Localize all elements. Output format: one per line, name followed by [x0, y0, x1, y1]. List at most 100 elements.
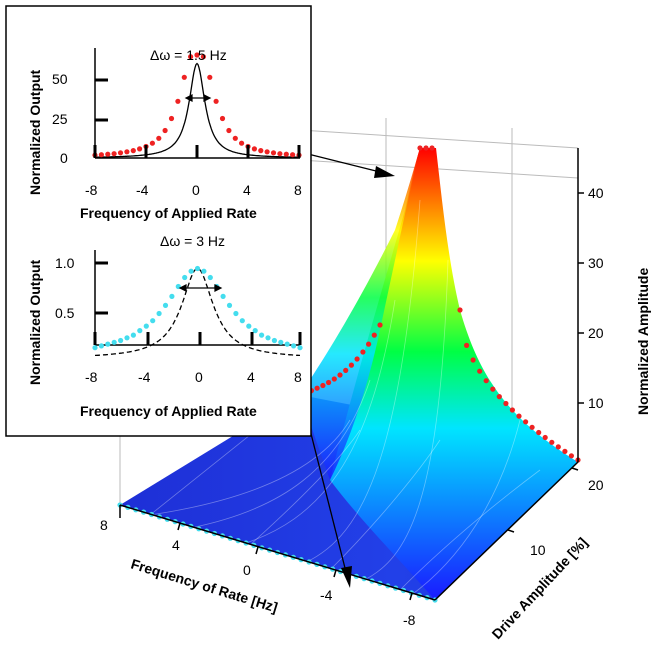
inset2-ylabel: Normalized Output: [27, 259, 43, 385]
inset1-data-point: [98, 152, 104, 158]
back-edge-marker: [555, 444, 561, 450]
inset1-data-point: [156, 135, 162, 141]
z-tick-20: 20: [588, 325, 604, 341]
back-edge-marker: [496, 394, 502, 400]
inset1-data-point: [226, 127, 232, 134]
inset2-data-point: [246, 323, 252, 329]
back-edge-marker: [417, 145, 423, 151]
back-edge-marker: [366, 341, 372, 347]
inset1-data-point: [270, 150, 277, 156]
inset1-xlabel: Frequency of Applied Rate: [80, 205, 257, 221]
inset1-data-point: [283, 151, 289, 157]
inset1-data-point: [168, 115, 175, 122]
inset2-data-point: [188, 268, 194, 274]
inset1-xtick-neg4: -4: [136, 182, 149, 198]
inset2-xtick-0: 0: [195, 369, 203, 385]
front-edge-markers: [117, 502, 438, 603]
back-edge-marker: [320, 382, 326, 389]
back-edge-marker: [470, 357, 476, 363]
inset2-data-point: [297, 345, 303, 351]
back-edge-marker: [331, 376, 337, 382]
back-edge-marker: [423, 145, 429, 151]
x-axis-label: Frequency of Rate [Hz]: [129, 556, 279, 616]
inset2-yticks: [95, 261, 108, 315]
inset1-data-point: [239, 140, 245, 146]
back-edge-marker: [523, 419, 529, 425]
inset1-data-point: [130, 148, 136, 154]
inset1-data-point: [117, 150, 124, 156]
inset1-data-point: [251, 146, 257, 152]
back-edge-marker: [337, 372, 343, 378]
inset2-data-point: [259, 332, 265, 338]
surface-peak-side: [300, 148, 420, 480]
inset1-data-point: [194, 52, 200, 58]
back-edge-marker: [536, 429, 542, 436]
inset2-data-point: [271, 337, 277, 344]
inset2-data-point: [226, 302, 233, 308]
back-edge-marker: [477, 368, 483, 374]
x-tick-4: 4: [172, 537, 180, 553]
inset2-xticks: [93, 332, 302, 345]
inset1-lorentzian-curve: [95, 62, 299, 158]
y-axis-line: [434, 461, 579, 601]
inset1-data-point: [213, 98, 219, 104]
inset2-data-point: [169, 293, 175, 299]
back-edge-marker: [503, 400, 509, 407]
inset2-ytick-05: 0.5: [55, 305, 75, 321]
inset1-xtick-neg8: -8: [85, 182, 98, 198]
back-edge-marker: [549, 439, 555, 445]
inset2-data-point: [143, 323, 149, 329]
inset2-title: Δω = 3 Hz: [160, 233, 225, 249]
inset2-width-arrow: [178, 284, 223, 292]
inset1-data-point: [290, 152, 296, 158]
inset1-data-point: [124, 149, 130, 155]
inset2-lorentzian-curve: [95, 267, 300, 357]
inset2-data-point: [284, 341, 290, 347]
inset1-ytick-50: 50: [52, 71, 68, 87]
back-edge-marker: [326, 379, 332, 386]
inset1-data-point: [137, 146, 143, 152]
inset2-data-point: [201, 268, 207, 274]
inset2-data-point: [162, 302, 169, 308]
inset2-data-point: [92, 345, 98, 351]
inset1-data-point: [175, 98, 181, 104]
inset2-data-points: [92, 265, 303, 351]
inset1-xticks: [93, 145, 301, 158]
inset2-data-point: [137, 328, 143, 334]
inset1-data-point: [188, 54, 194, 60]
inset2-data-point: [130, 332, 136, 338]
back-edge-marker: [464, 342, 470, 348]
inset-plot-1: Δω = 1.5 Hz 0 25 50 -8 -4 0 4 8 Frequenc…: [27, 47, 302, 221]
inset1-data-point: [277, 151, 283, 157]
back-edge-marker: [429, 145, 435, 151]
inset2-data-point: [182, 274, 188, 281]
inset1-xtick-0: 0: [192, 182, 200, 198]
z-ticks: [578, 192, 584, 404]
back-edge-marker: [377, 322, 383, 328]
inset1-ytick-25: 25: [52, 111, 68, 127]
inset2-data-point: [118, 337, 124, 344]
x-ticks: [177, 522, 413, 601]
inset1-data-point: [111, 151, 117, 157]
inset2-data-point: [278, 339, 284, 345]
inset-plot-2: Δω = 3 Hz 0.5 1.0 -8 -4 0 4 8 Frequency …: [27, 233, 303, 419]
z-axis-label: Normalized Amplitude: [635, 268, 651, 415]
inset2-xtick-4: 4: [247, 369, 255, 385]
inset2-xlabel: Frequency of Applied Rate: [80, 403, 257, 419]
inset-box: [5, 5, 312, 437]
x-tick-neg4: -4: [320, 587, 333, 603]
z-tick-30: 30: [588, 255, 604, 271]
inset2-data-point: [98, 343, 104, 349]
x-tick-0: 0: [243, 562, 251, 578]
inset2-data-point: [207, 274, 213, 281]
inset2-data-point: [233, 310, 239, 317]
inset1-xtick-4: 4: [243, 182, 251, 198]
back-edge-marker: [529, 424, 535, 430]
inset2-xtick-neg4: -4: [138, 369, 151, 385]
inset2-data-point: [291, 343, 297, 349]
back-edge-marker: [542, 434, 548, 441]
inset1-ylabel: Normalized Output: [27, 69, 43, 195]
inset2-data-point: [111, 339, 117, 345]
inset2-fit-line: [95, 267, 300, 357]
inset2-xtick-8: 8: [294, 369, 302, 385]
